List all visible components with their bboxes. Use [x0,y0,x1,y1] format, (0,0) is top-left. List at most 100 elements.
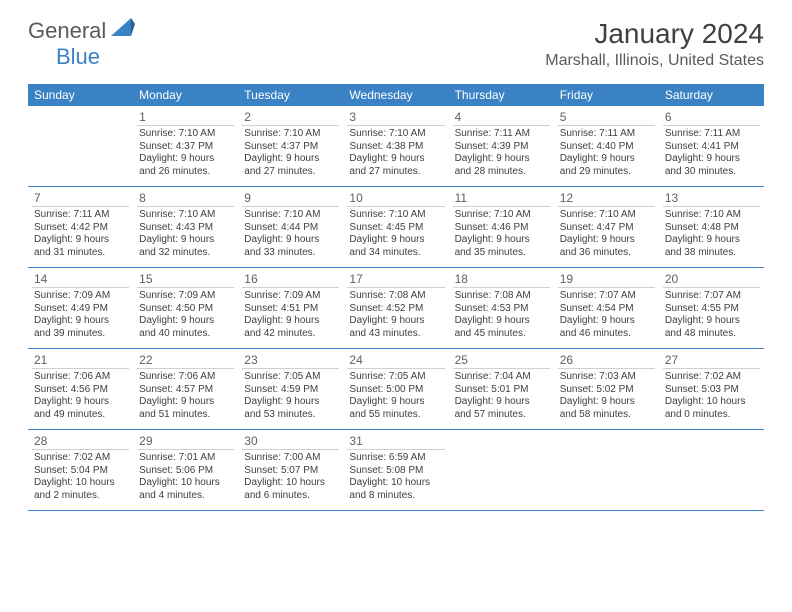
day-cell: 7 Sunrise: 7:11 AMSunset: 4:42 PMDaylight… [28,187,133,267]
day-number: 29 [137,432,234,450]
day-info: Sunrise: 7:10 AMSunset: 4:38 PMDaylight:… [347,128,444,178]
day-cell: . [554,430,659,510]
day-info: Sunrise: 7:00 AMSunset: 5:07 PMDaylight:… [242,452,339,502]
day-info: Sunrise: 7:10 AMSunset: 4:37 PMDaylight:… [242,128,339,178]
dow-cell: Wednesday [343,84,448,106]
day-number: 15 [137,270,234,288]
day-cell: 1 Sunrise: 7:10 AMSunset: 4:37 PMDaylight… [133,106,238,186]
day-number: 30 [242,432,339,450]
day-cell: . [28,106,133,186]
day-number: 4 [453,108,550,126]
day-number: 21 [32,351,129,369]
day-number: 10 [347,189,444,207]
day-cell: . [659,430,764,510]
dow-cell: Sunday [28,84,133,106]
logo-word2: Blue [56,44,100,69]
day-info: Sunrise: 7:01 AMSunset: 5:06 PMDaylight:… [137,452,234,502]
day-info: Sunrise: 7:05 AMSunset: 5:00 PMDaylight:… [347,371,444,421]
week-row: 21 Sunrise: 7:06 AMSunset: 4:56 PMDayligh… [28,349,764,430]
day-info: Sunrise: 7:10 AMSunset: 4:43 PMDaylight:… [137,209,234,259]
calendar-body: .1Sunrise: 7:10 AMSunset: 4:37 PMDayligh… [28,106,764,511]
day-cell: 3 Sunrise: 7:10 AMSunset: 4:38 PMDaylight… [343,106,448,186]
day-info: Sunrise: 7:10 AMSunset: 4:45 PMDaylight:… [347,209,444,259]
day-number: 5 [558,108,655,126]
day-info: Sunrise: 7:08 AMSunset: 4:53 PMDaylight:… [453,290,550,340]
day-info: Sunrise: 7:11 AMSunset: 4:41 PMDaylight:… [663,128,760,178]
day-info: Sunrise: 7:02 AMSunset: 5:03 PMDaylight:… [663,371,760,421]
day-number: 23 [242,351,339,369]
day-number: 9 [242,189,339,207]
day-info: Sunrise: 7:07 AMSunset: 4:54 PMDaylight:… [558,290,655,340]
day-cell: . [449,430,554,510]
day-cell: 29 Sunrise: 7:01 AMSunset: 5:06 PMDayligh… [133,430,238,510]
day-info: Sunrise: 7:02 AMSunset: 5:04 PMDaylight:… [32,452,129,502]
day-cell: 2 Sunrise: 7:10 AMSunset: 4:37 PMDaylight… [238,106,343,186]
day-cell: 12 Sunrise: 7:10 AMSunset: 4:47 PMDayligh… [554,187,659,267]
week-row: .1 Sunrise: 7:10 AMSunset: 4:37 PMDayligh… [28,106,764,187]
day-cell: 31 Sunrise: 6:59 AMSunset: 5:08 PMDayligh… [343,430,448,510]
day-number: 22 [137,351,234,369]
day-info: Sunrise: 7:10 AMSunset: 4:47 PMDaylight:… [558,209,655,259]
logo-word1: General [28,18,106,43]
day-cell: 5 Sunrise: 7:11 AMSunset: 4:40 PMDaylight… [554,106,659,186]
day-cell: 18Sunrise: 7:08 AMSunset: 4:53 PMDayligh… [449,268,554,348]
day-info: Sunrise: 7:06 AMSunset: 4:57 PMDaylight:… [137,371,234,421]
dow-cell: Saturday [659,84,764,106]
week-row: 14Sunrise: 7:09 AMSunset: 4:49 PMDayligh… [28,268,764,349]
day-number: 13 [663,189,760,207]
calendar: SundayMondayTuesdayWednesdayThursdayFrid… [28,84,764,511]
day-number: 8 [137,189,234,207]
day-cell: 15 Sunrise: 7:09 AMSunset: 4:50 PMDayligh… [133,268,238,348]
title-block: January 2024 Marshall, Illinois, United … [545,18,764,70]
day-number: 20 [663,270,760,288]
day-info: Sunrise: 7:10 AMSunset: 4:44 PMDaylight:… [242,209,339,259]
day-number: 7 [32,189,129,207]
day-number: 31 [347,432,444,450]
dow-cell: Monday [133,84,238,106]
day-info: Sunrise: 7:07 AMSunset: 4:55 PMDaylight:… [663,290,760,340]
day-info: Sunrise: 7:10 AMSunset: 4:37 PMDaylight:… [137,128,234,178]
day-number: 2 [242,108,339,126]
location: Marshall, Illinois, United States [545,52,764,70]
day-info: Sunrise: 7:05 AMSunset: 4:59 PMDaylight:… [242,371,339,421]
header: General Blue January 2024 Marshall, Illi… [0,0,792,76]
day-cell: 27Sunrise: 7:02 AMSunset: 5:03 PMDayligh… [659,349,764,429]
day-info: Sunrise: 7:09 AMSunset: 4:51 PMDaylight:… [242,290,339,340]
day-number: 11 [453,189,550,207]
month-title: January 2024 [545,18,764,50]
day-info: Sunrise: 7:06 AMSunset: 4:56 PMDaylight:… [32,371,129,421]
dow-cell: Friday [554,84,659,106]
dow-cell: Tuesday [238,84,343,106]
day-cell: 11 Sunrise: 7:10 AMSunset: 4:46 PMDayligh… [449,187,554,267]
day-cell: 6Sunrise: 7:11 AMSunset: 4:41 PMDaylight… [659,106,764,186]
day-number: 17 [347,270,444,288]
day-number: 1 [137,108,234,126]
day-info: Sunrise: 7:10 AMSunset: 4:48 PMDaylight:… [663,209,760,259]
day-info: Sunrise: 7:09 AMSunset: 4:49 PMDaylight:… [32,290,129,340]
day-cell: 23 Sunrise: 7:05 AMSunset: 4:59 PMDayligh… [238,349,343,429]
day-cell: 24 Sunrise: 7:05 AMSunset: 5:00 PMDayligh… [343,349,448,429]
day-number: 19 [558,270,655,288]
day-info: Sunrise: 7:09 AMSunset: 4:50 PMDaylight:… [137,290,234,340]
dow-cell: Thursday [449,84,554,106]
day-cell: 13 Sunrise: 7:10 AMSunset: 4:48 PMDayligh… [659,187,764,267]
day-cell: 22 Sunrise: 7:06 AMSunset: 4:57 PMDayligh… [133,349,238,429]
day-number: 26 [558,351,655,369]
logo-text: General Blue [28,18,135,70]
day-number: 25 [453,351,550,369]
day-number: 3 [347,108,444,126]
day-info: Sunrise: 7:11 AMSunset: 4:42 PMDaylight:… [32,209,129,259]
day-number: 16 [242,270,339,288]
day-number: 12 [558,189,655,207]
day-info: Sunrise: 7:11 AMSunset: 4:40 PMDaylight:… [558,128,655,178]
day-cell: 19 Sunrise: 7:07 AMSunset: 4:54 PMDayligh… [554,268,659,348]
day-cell: 14Sunrise: 7:09 AMSunset: 4:49 PMDayligh… [28,268,133,348]
day-number: 24 [347,351,444,369]
day-cell: 17Sunrise: 7:08 AMSunset: 4:52 PMDayligh… [343,268,448,348]
day-cell: 30 Sunrise: 7:00 AMSunset: 5:07 PMDayligh… [238,430,343,510]
day-cell: 28Sunrise: 7:02 AMSunset: 5:04 PMDayligh… [28,430,133,510]
day-info: Sunrise: 7:10 AMSunset: 4:46 PMDaylight:… [453,209,550,259]
day-info: Sunrise: 6:59 AMSunset: 5:08 PMDaylight:… [347,452,444,502]
day-cell: 16 Sunrise: 7:09 AMSunset: 4:51 PMDayligh… [238,268,343,348]
days-of-week-header: SundayMondayTuesdayWednesdayThursdayFrid… [28,84,764,106]
